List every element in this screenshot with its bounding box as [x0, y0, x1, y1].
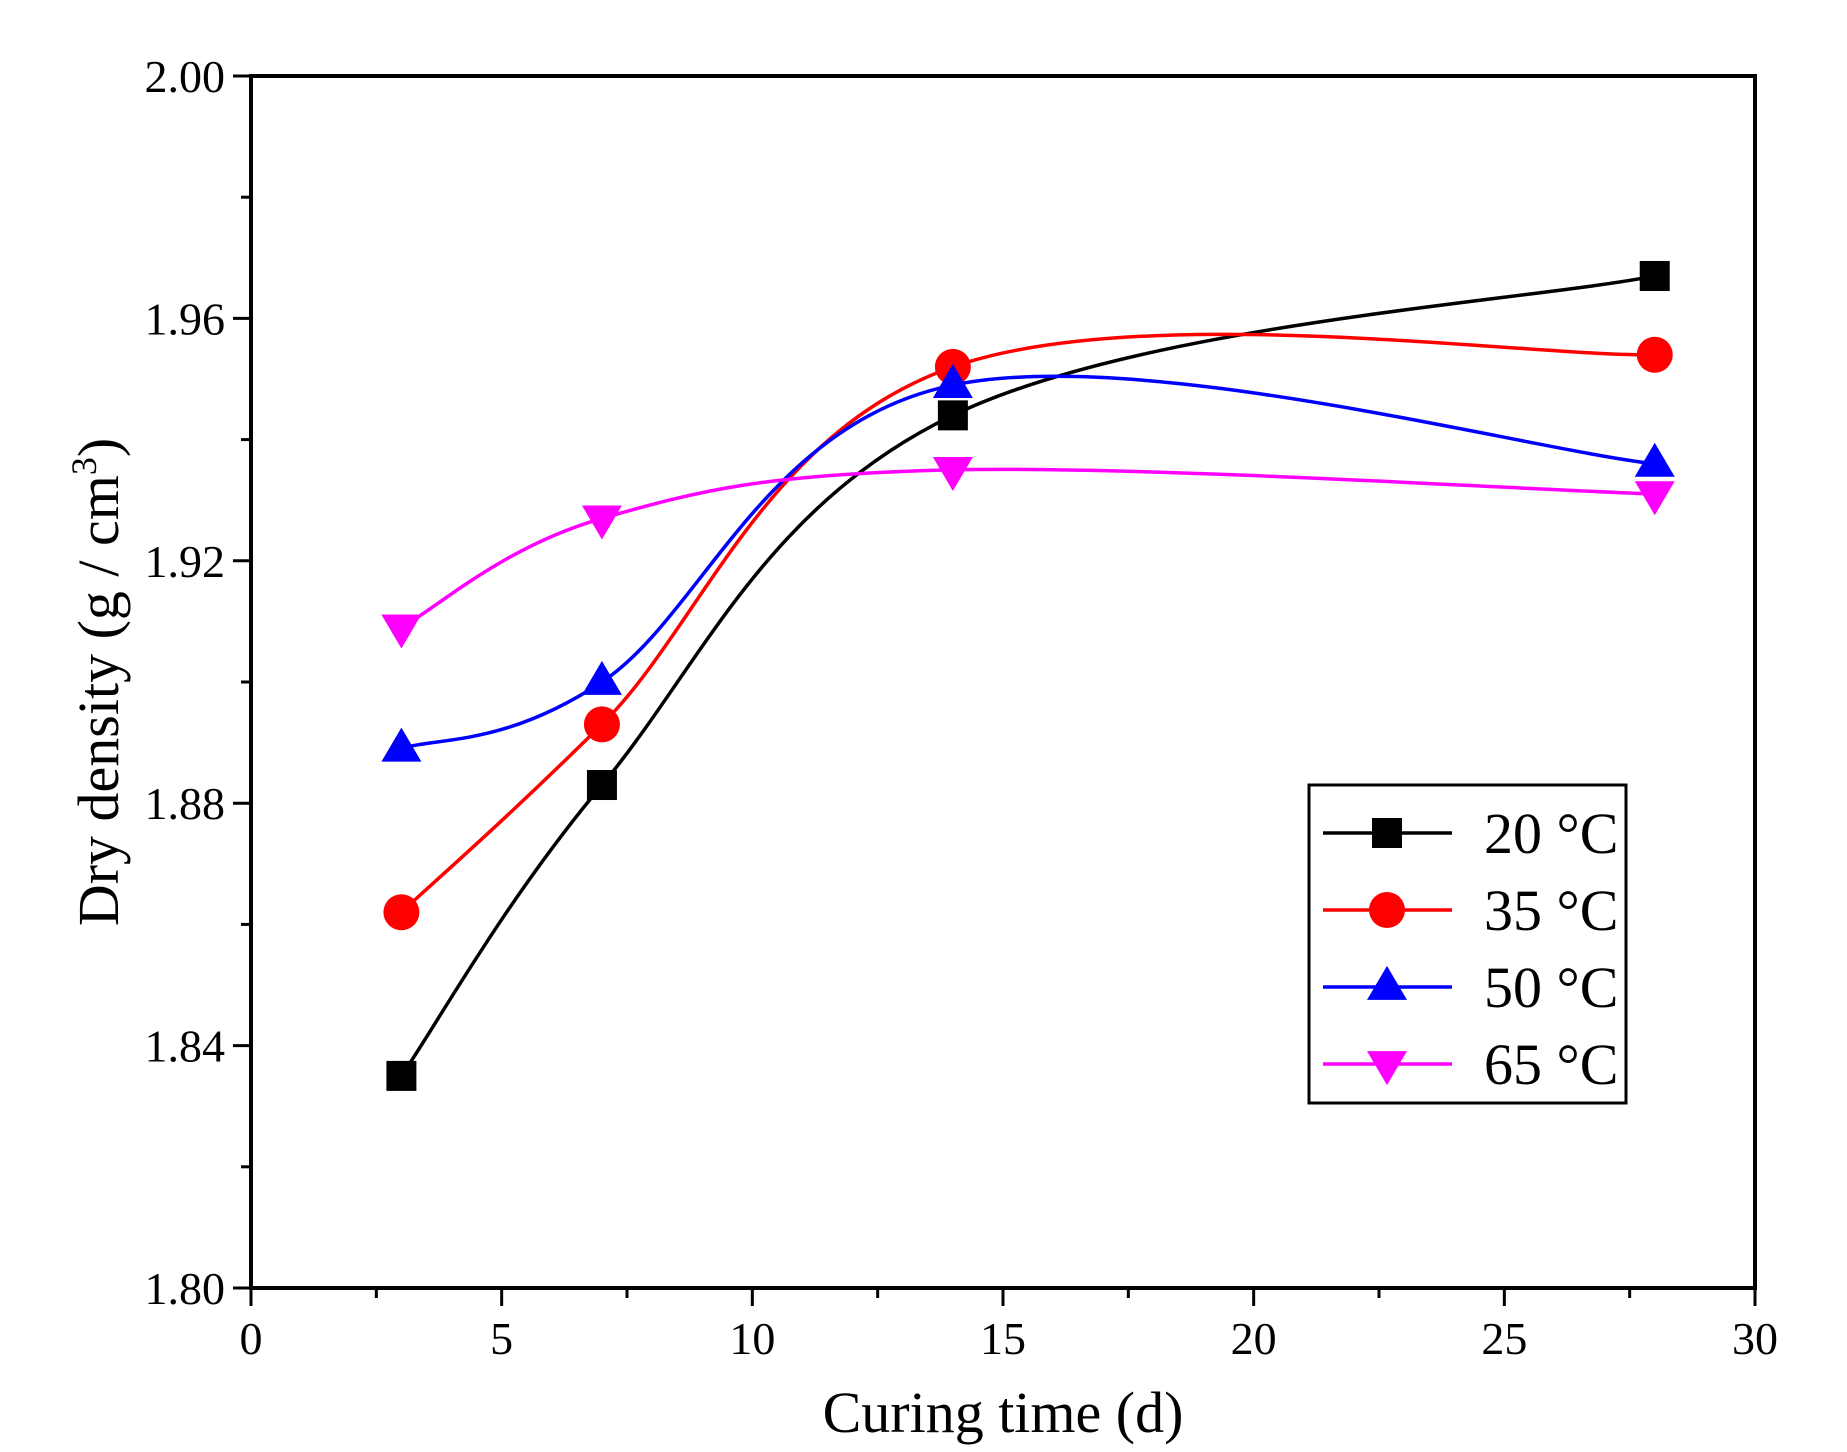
- legend-entry: 20 °C: [1323, 801, 1618, 866]
- data-point: [1634, 442, 1675, 477]
- x-tick-label: 0: [240, 1313, 263, 1364]
- legend-marker: [1372, 818, 1402, 848]
- legend-entry: 50 °C: [1323, 955, 1618, 1020]
- data-point: [383, 894, 420, 931]
- data-point: [381, 614, 422, 649]
- y-tick-label: 1.88: [145, 778, 226, 829]
- x-tick-label: 20: [1231, 1313, 1277, 1364]
- legend-label: 65 °C: [1484, 1032, 1618, 1097]
- series-group: [381, 363, 1675, 762]
- series-group: [386, 260, 1670, 1091]
- series-line: [400, 467, 1655, 629]
- x-tick-label: 10: [729, 1313, 775, 1364]
- data-point: [586, 770, 617, 801]
- y-axis-title: Dry density (g / cm3): [64, 438, 131, 926]
- data-point: [581, 660, 622, 695]
- data-point: [381, 727, 422, 762]
- y-axis-title-close: ): [66, 438, 131, 457]
- y-tick-label: 1.84: [145, 1021, 226, 1072]
- series-line: [399, 274, 1656, 1077]
- y-tick-label: 1.92: [145, 536, 226, 587]
- series-layer: [381, 260, 1675, 1091]
- x-tick-label: 30: [1732, 1313, 1778, 1364]
- data-point: [937, 400, 968, 431]
- data-point: [1639, 260, 1670, 291]
- y-axis-title-superscript: 3: [64, 457, 104, 475]
- legend-marker: [1369, 892, 1405, 928]
- data-point: [932, 363, 973, 398]
- y-axis-title-main: Dry density (g / cm: [66, 475, 131, 926]
- data-point: [581, 505, 622, 540]
- y-tick-label: 1.96: [145, 293, 226, 344]
- legend-entry: 65 °C: [1323, 1032, 1618, 1097]
- series-group: [381, 456, 1675, 649]
- x-tick-label: 15: [980, 1313, 1026, 1364]
- x-tick-label: 25: [1481, 1313, 1527, 1364]
- data-point: [1636, 336, 1673, 373]
- legend-marker: [1367, 1051, 1407, 1086]
- data-point: [932, 456, 973, 491]
- x-axis-title: Curing time (d): [823, 1380, 1184, 1445]
- legend-frame: [1307, 783, 1628, 1105]
- legend-entry: 35 °C: [1323, 878, 1618, 943]
- y-tick-label: 2.00: [145, 51, 226, 102]
- legend-marker: [1367, 965, 1407, 1000]
- data-point: [386, 1060, 417, 1091]
- y-tick-label: 1.80: [145, 1263, 226, 1314]
- data-point: [583, 706, 620, 743]
- legend-label: 20 °C: [1484, 801, 1618, 866]
- x-tick-label: 5: [490, 1313, 513, 1364]
- legend-label: 50 °C: [1484, 955, 1618, 1020]
- legend: 20 °C 35 °C 50 °C 65 °C: [1307, 783, 1628, 1105]
- data-point: [1634, 481, 1675, 516]
- series-line: [400, 374, 1655, 751]
- legend-label: 35 °C: [1484, 878, 1618, 943]
